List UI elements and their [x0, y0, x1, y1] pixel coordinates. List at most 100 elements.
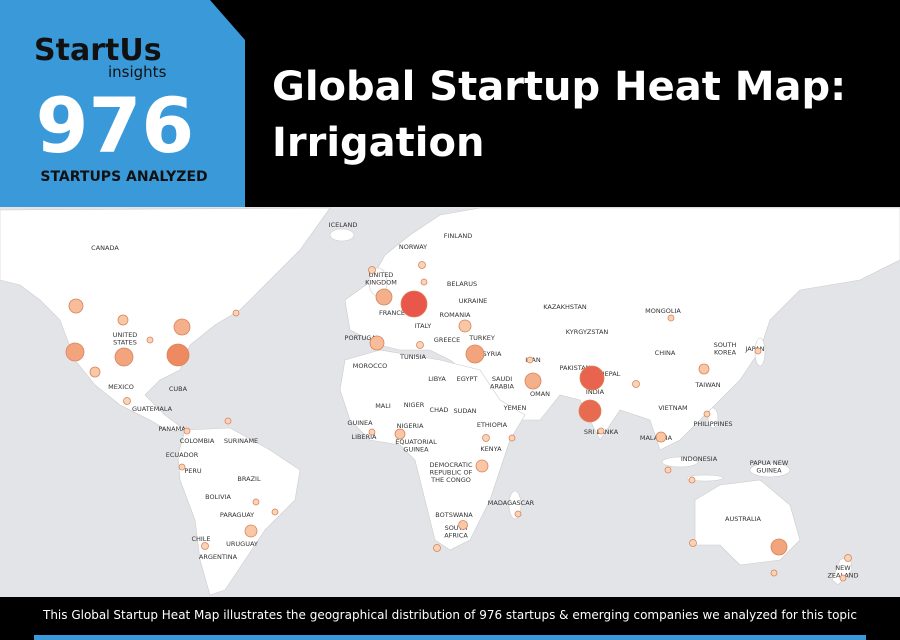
startup-bubble [123, 397, 131, 405]
startup-bubble [420, 278, 428, 286]
country-label-line: ICELAND [329, 221, 358, 229]
startup-bubble [65, 342, 85, 362]
country-label: ETHIOPIA [477, 421, 508, 429]
country-label-line: OMAN [530, 390, 550, 398]
country-label: COLOMBIA [180, 437, 215, 445]
country-label-line: GREECE [434, 336, 460, 344]
philippines [707, 407, 719, 429]
country-label-line: THE CONGO [430, 476, 471, 484]
country-label-line: ECUADOR [166, 451, 199, 459]
country-label-line: NIGERIA [397, 422, 424, 430]
country-label-line: SOUTH [445, 524, 468, 532]
startup-bubble [232, 309, 240, 317]
country-label: SOUTH AFRICA [444, 524, 468, 540]
country-label-line: ITALY [415, 322, 432, 330]
startup-bubble [369, 335, 385, 351]
country-label-line: NEW [835, 564, 851, 572]
country-label-line: EQUATORIAL [395, 438, 437, 446]
startup-bubble [770, 538, 788, 556]
country-label-line: MADAGASCAR [488, 499, 535, 507]
startup-bubble [482, 434, 490, 442]
country-label: ECUADOR [166, 451, 199, 459]
startup-bubble [514, 510, 522, 518]
bubbles [65, 261, 852, 582]
startup-bubble [667, 314, 675, 322]
country-label: PAKISTAN [559, 364, 590, 372]
country-label-line: COLOMBIA [180, 437, 215, 445]
country-label: INDONESIA [681, 455, 718, 463]
country-label-line: FINLAND [444, 232, 473, 240]
startup-bubble [458, 520, 468, 530]
country-label: UKRAINE [459, 297, 488, 305]
country-label: AUSTRALIA [725, 515, 762, 523]
country-label: UNITED STATES [113, 331, 138, 347]
startup-bubble [754, 347, 762, 355]
startup-bubble [146, 336, 154, 344]
startup-bubble [271, 508, 279, 516]
country-label: ROMANIA [440, 311, 471, 319]
country-label: MONGOLIA [645, 307, 681, 315]
country-label-line: STATES [113, 339, 137, 347]
country-label: TAIWAN [694, 381, 720, 389]
country-label-line: CHAD [430, 406, 449, 414]
startup-bubble [368, 428, 376, 436]
title-line: Irrigation [272, 120, 484, 166]
country-label-line: BELARUS [447, 280, 477, 288]
country-label-line: REPUBLIC OF [430, 469, 473, 477]
country-label: BOLIVIA [205, 493, 231, 501]
startup-bubble [117, 314, 129, 326]
startup-bubble [688, 476, 696, 484]
country-label: LIBYA [428, 375, 446, 383]
country-label-line: CHILE [191, 535, 210, 543]
startup-bubble [201, 542, 209, 550]
country-label-line: LIBYA [428, 375, 446, 383]
country-label: MOROCCO [353, 362, 388, 370]
country-label-line: KOREA [714, 349, 737, 357]
startup-bubble [89, 366, 101, 378]
country-label: KENYA [480, 445, 502, 453]
country-label-line: GUINEA [756, 467, 782, 475]
country-label: JAPAN [744, 345, 764, 353]
new-guinea [749, 462, 791, 478]
south-america [177, 427, 301, 596]
country-label: EQUATORIAL GUINEA [395, 438, 437, 454]
country-label: NEPAL [600, 370, 621, 378]
startup-bubble [664, 466, 672, 474]
startup-bubble [375, 288, 393, 306]
country-label-line: PERU [184, 467, 202, 475]
startup-bubble [844, 554, 852, 562]
country-label-line: GUINEA [347, 419, 373, 427]
country-label-line: KINGDOM [365, 279, 397, 287]
country-label-line: TAIWAN [694, 381, 720, 389]
country-label: SAUDI ARABIA [490, 375, 515, 391]
country-label: BOTSWANA [435, 511, 473, 519]
country-label: VIETNAM [658, 404, 687, 412]
startup-bubble [698, 363, 710, 375]
startup-bubble [579, 365, 605, 391]
startup-bubble [458, 319, 472, 333]
country-label-line: PAPUA NEW [750, 459, 789, 467]
country-label-line: EGYPT [457, 375, 478, 383]
country-label-line: BOLIVIA [205, 493, 231, 501]
country-label: SOUTH KOREA [714, 341, 737, 357]
startup-bubble [400, 290, 428, 318]
country-label: FRANCE [379, 309, 405, 317]
country-label: KYRGYZSTAN [566, 328, 609, 336]
startup-bubble [368, 266, 376, 274]
startup-bubble [416, 341, 424, 349]
land [0, 207, 900, 596]
logo-sub: insights [108, 63, 167, 81]
country-label-line: GUINEA [403, 446, 429, 454]
startup-bubble [465, 344, 485, 364]
country-label-line: VIETNAM [658, 404, 687, 412]
country-label-line: SOUTH [714, 341, 737, 349]
country-label-line: MOROCCO [353, 362, 388, 370]
country-label: GUATEMALA [132, 405, 173, 413]
startup-bubble [508, 434, 516, 442]
country-label: OMAN [530, 390, 550, 398]
country-label: UNITED KINGDOM [365, 271, 397, 287]
borneo-sumatra [661, 456, 699, 468]
count-label: STARTUPS ANALYZED [40, 169, 207, 185]
count-badge [0, 0, 245, 207]
